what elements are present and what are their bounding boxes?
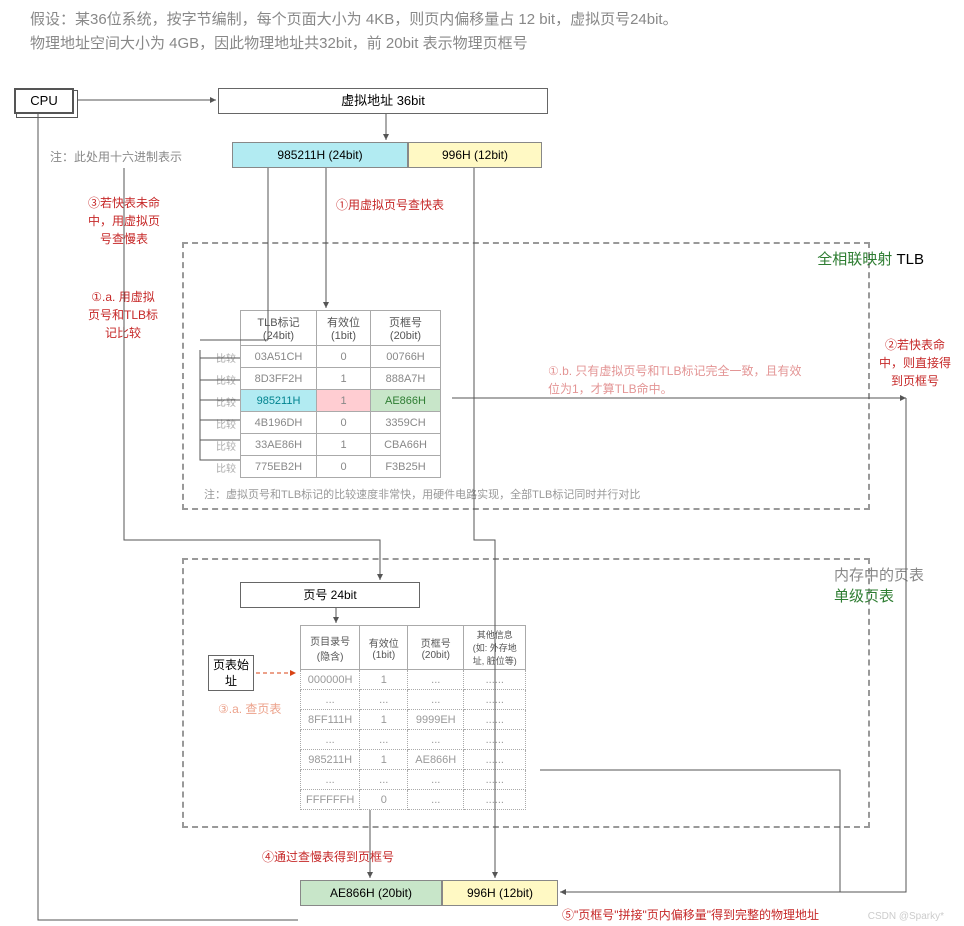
annot-1a: ①.a. 用虚拟页号和TLB标记比较 xyxy=(86,288,160,342)
annot-2: ②若快表命中，则直接得到页框号 xyxy=(876,336,954,390)
cpu-box: CPU xyxy=(14,88,74,114)
vpn-box: 985211H (24bit) xyxy=(232,142,408,168)
pagetable-table: 页目录号 (隐含)有效位 (1bit)页框号 (20bit)其他信息 (如: 外… xyxy=(300,625,526,810)
assumption-text: 假设：某36位系统，按字节编制，每个页面大小为 4KB，则页内偏移量占 12 b… xyxy=(30,8,944,56)
pfn-box: AE866H (20bit) xyxy=(300,880,442,906)
offset-box: 996H (12bit) xyxy=(408,142,542,168)
annot-4: ④通过查慢表得到页框号 xyxy=(262,848,394,865)
hex-note: 注：此处用十六进制表示 xyxy=(50,148,182,165)
pagetable-title: 内存中的页表单级页表 xyxy=(834,564,924,606)
annot-1: ①用虚拟页号查快表 xyxy=(336,196,444,213)
tlb-title: 全相联映射 TLB xyxy=(817,248,924,269)
tlb-table: TLB标记 (24bit)有效位 (1bit)页框号 (20bit) 03A51… xyxy=(240,310,441,478)
annot-3: ③若快表未命中，用虚拟页号查慢表 xyxy=(84,194,164,248)
watermark: CSDN @Sparky* xyxy=(868,911,944,922)
page-number-box: 页号 24bit xyxy=(240,582,420,608)
pagetable-base: 页表始址 xyxy=(208,655,254,691)
pa-offset-box: 996H (12bit) xyxy=(442,880,558,906)
annot-5: ⑤"页框号"拼接"页内偏移量"得到完整的物理地址 xyxy=(562,906,819,923)
tlb-note: 注：虚拟页号和TLB标记的比较速度非常快，用硬件电路实现，全部TLB标记同时并行… xyxy=(204,486,640,502)
virtual-address-box: 虚拟地址 36bit xyxy=(218,88,548,114)
